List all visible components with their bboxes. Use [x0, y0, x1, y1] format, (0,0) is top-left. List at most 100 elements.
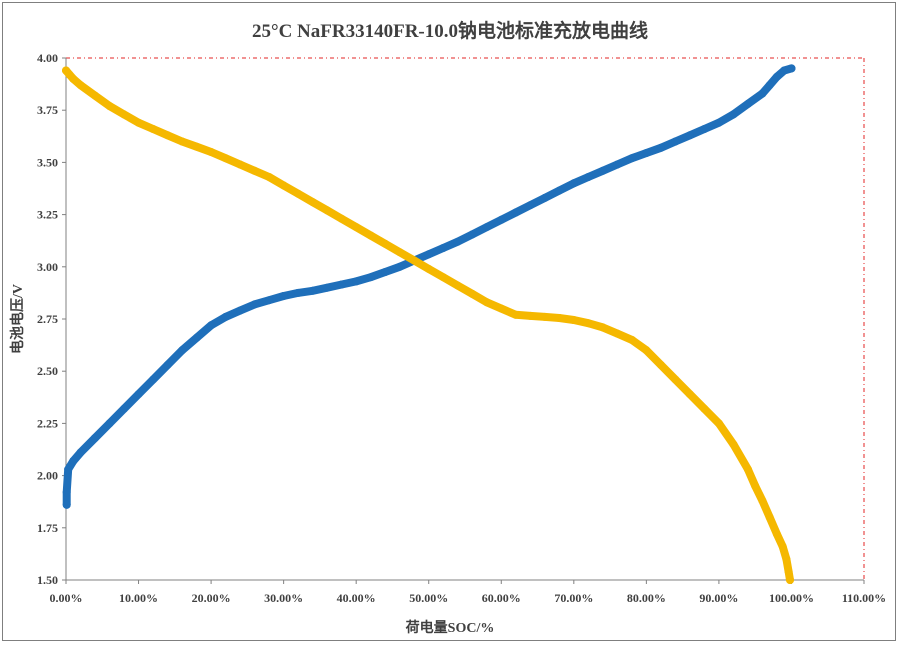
data-point [700, 404, 709, 413]
data-point [685, 131, 694, 140]
data-point [497, 215, 506, 224]
data-point [207, 148, 216, 156]
y-axis-ticks: 4.00 3.75 3.50 3.25 3.00 2.75 2.50 2.25 2.00 1.75… [37, 51, 66, 587]
data-point [627, 335, 636, 344]
data-point [598, 166, 607, 175]
data-point [395, 248, 404, 257]
data-point [758, 496, 767, 505]
x-tick-label: 70.00% [554, 591, 593, 605]
data-point [598, 323, 607, 332]
y-tick-label: 3.50 [37, 155, 58, 169]
y-tick-label: 1.50 [37, 573, 58, 587]
charge-curve [62, 64, 796, 509]
data-point [511, 208, 520, 217]
data-point [656, 360, 665, 369]
x-axis-ticks: 0.00% 10.00% 20.00% 30.00% 40.00% 50.00% 60.00… [50, 580, 886, 605]
data-point [352, 277, 361, 286]
data-point [366, 231, 375, 240]
data-point [91, 91, 99, 100]
data-point [439, 273, 448, 282]
data-point [778, 542, 787, 551]
data-point [221, 154, 230, 163]
x-tick-label: 100.00% [769, 591, 814, 605]
data-point [468, 289, 477, 298]
data-point [468, 230, 477, 239]
data-point [642, 346, 651, 355]
data-point [671, 375, 680, 384]
data-point [569, 316, 578, 324]
data-point [700, 125, 709, 133]
data-point [395, 262, 404, 271]
data-point [178, 346, 187, 355]
data-point [786, 576, 794, 584]
data-point [69, 457, 78, 465]
y-axis-label: 电池电压/V [9, 284, 26, 354]
data-point [656, 143, 665, 152]
y-tick-label: 2.00 [37, 469, 58, 483]
x-tick-label: 0.00% [50, 591, 83, 605]
data-point [714, 118, 723, 127]
data-point [236, 160, 245, 169]
data-point [294, 189, 303, 198]
data-point [751, 482, 760, 490]
x-tick-label: 90.00% [699, 591, 738, 605]
data-point [642, 149, 651, 157]
data-point [294, 288, 303, 297]
data-point [163, 131, 172, 140]
data-point [424, 250, 433, 259]
data-point [453, 237, 462, 246]
y-tick-label: 3.00 [37, 260, 58, 274]
data-point [772, 530, 781, 539]
data-point [105, 102, 114, 110]
data-point [91, 434, 99, 442]
data-point [765, 513, 774, 522]
x-tick-label: 20.00% [192, 591, 231, 605]
chart-title: 25°C NaFR33140FR-10.0钠电池标准充放电曲线 [252, 19, 648, 42]
data-point [584, 319, 593, 328]
data-point [192, 333, 201, 342]
data-point [76, 81, 85, 90]
y-tick-label: 2.75 [37, 312, 58, 326]
data-point [366, 273, 375, 282]
data-point [250, 166, 259, 175]
y-tick-label: 4.00 [37, 51, 58, 65]
series-line [62, 64, 796, 509]
data-point [323, 206, 332, 215]
data-point [555, 314, 564, 322]
data-point [149, 125, 158, 133]
data-point [729, 440, 738, 449]
data-point [120, 110, 128, 119]
data-point [250, 300, 259, 309]
y-tick-label: 2.50 [37, 364, 58, 378]
data-point [308, 286, 317, 295]
discharge-curve [62, 66, 794, 584]
data-point [782, 555, 791, 564]
data-point [279, 292, 288, 300]
data-point [236, 306, 245, 315]
data-point [787, 64, 796, 73]
data-point [511, 310, 520, 319]
data-point [784, 567, 793, 576]
x-tick-label: 50.00% [409, 591, 448, 605]
data-point [482, 298, 491, 307]
data-point [62, 500, 71, 509]
data-point [64, 465, 73, 474]
data-point [540, 312, 549, 321]
y-tick-label: 3.25 [37, 208, 58, 222]
data-point [381, 239, 390, 248]
data-point [613, 160, 622, 169]
data-point [69, 74, 78, 83]
data-point [714, 419, 723, 428]
data-point [526, 311, 535, 320]
data-point [482, 223, 491, 232]
data-point [410, 256, 419, 265]
data-point [221, 312, 230, 321]
data-point [772, 72, 781, 81]
data-point [120, 404, 128, 413]
data-point [337, 280, 346, 289]
data-point [743, 99, 752, 108]
data-point [178, 137, 187, 146]
data-point [424, 264, 433, 273]
x-tick-label: 80.00% [627, 591, 666, 605]
